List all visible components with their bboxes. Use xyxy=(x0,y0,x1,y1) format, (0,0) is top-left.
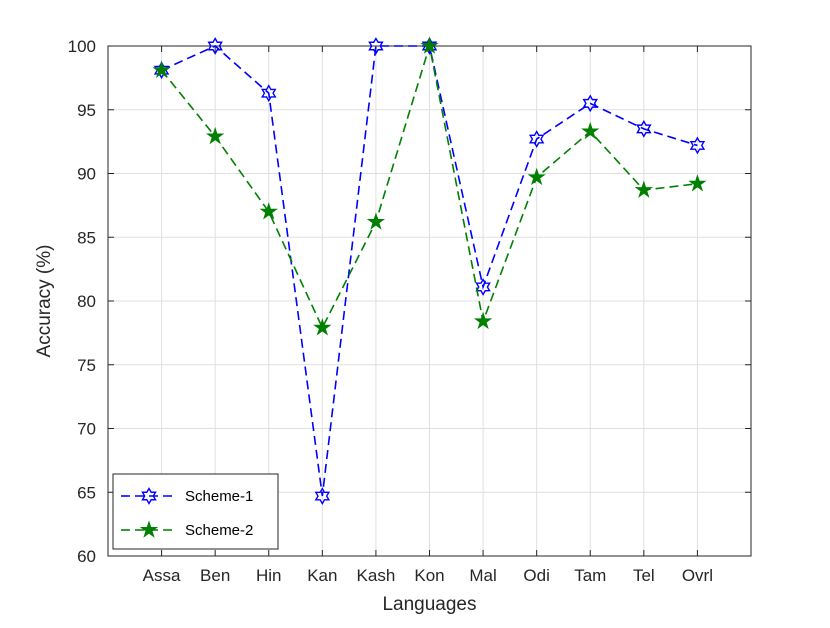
legend: Scheme-1 Scheme-2 xyxy=(112,473,279,550)
x-tick-label: Kan xyxy=(307,566,337,585)
data-point xyxy=(528,130,545,148)
y-tick-label: 70 xyxy=(77,420,96,439)
data-point xyxy=(688,174,707,192)
x-tick-label: Ovrl xyxy=(682,566,713,585)
y-tick-label: 100 xyxy=(68,37,96,56)
series-group xyxy=(152,36,707,505)
y-tick-label: 85 xyxy=(77,228,96,247)
x-tick-label: Hin xyxy=(256,566,282,585)
series-2 xyxy=(152,36,707,336)
data-point xyxy=(421,37,438,55)
x-tick-label: Ben xyxy=(200,566,230,585)
x-tick-label: Mal xyxy=(469,566,496,585)
legend-item-1: Scheme-1 xyxy=(121,487,253,505)
x-tick-label: Tam xyxy=(574,566,606,585)
data-point xyxy=(368,37,384,55)
y-axis-title: Accuracy (%) xyxy=(34,245,55,358)
data-point xyxy=(527,167,546,186)
data-point xyxy=(207,37,223,55)
y-tick-label: 90 xyxy=(77,165,96,184)
data-point xyxy=(475,278,491,296)
data-point xyxy=(473,311,493,330)
y-tick-label: 75 xyxy=(77,356,96,375)
data-point xyxy=(261,84,277,103)
legend-label: Scheme-2 xyxy=(185,522,253,539)
data-point xyxy=(313,318,332,336)
data-point xyxy=(636,119,652,138)
data-point xyxy=(420,36,439,54)
data-point xyxy=(582,94,598,113)
x-tick-label: Assa xyxy=(143,566,181,585)
y-tick-label: 95 xyxy=(77,101,96,120)
y-tick-label: 80 xyxy=(77,292,96,311)
data-point xyxy=(581,121,600,140)
legend-label: Scheme-1 xyxy=(185,488,253,505)
y-tick-label: 60 xyxy=(77,547,96,566)
data-point xyxy=(206,126,225,145)
x-tick-label: Tel xyxy=(633,566,655,585)
legend-item-2: Scheme-2 xyxy=(121,520,253,539)
y-tick-label: 65 xyxy=(77,483,96,502)
data-point xyxy=(634,180,653,198)
axis-ticks: 60 65 70 75 80 85 90 95 100 Assa Ben Hin Kan Kash Kon M… xyxy=(68,37,751,585)
data-point xyxy=(314,487,331,505)
x-tick-label: Kash xyxy=(357,566,396,585)
x-axis-title: Languages xyxy=(382,594,476,615)
data-point xyxy=(153,61,170,80)
legend-marker xyxy=(139,520,159,538)
legend-marker xyxy=(141,487,157,505)
data-point xyxy=(259,202,278,220)
x-tick-label: Kon xyxy=(414,566,444,585)
x-tick-label: Odi xyxy=(523,566,549,585)
data-point xyxy=(689,136,706,155)
legend-box xyxy=(112,473,279,550)
data-point xyxy=(152,60,171,79)
data-point xyxy=(366,212,386,230)
